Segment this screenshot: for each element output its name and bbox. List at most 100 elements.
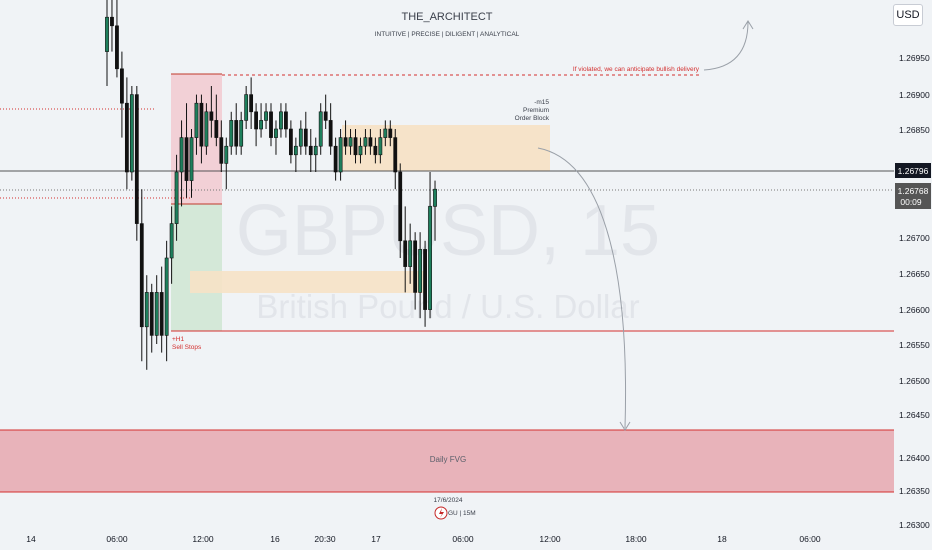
bullish-candle — [179, 137, 184, 173]
bearish-candle — [328, 120, 333, 147]
bullish-candle — [383, 128, 388, 138]
bearish-candle — [149, 292, 154, 336]
bearish-candle — [249, 94, 254, 113]
bullish-candle — [418, 249, 423, 293]
daily-fvg-label: Daily FVG — [430, 455, 466, 464]
time-tick-label: 12:00 — [192, 534, 214, 544]
bearish-candle — [115, 25, 119, 70]
bearish-candle — [219, 137, 224, 164]
bullish-candle — [129, 94, 134, 173]
line-price-label: 1.26796 — [898, 166, 929, 176]
time-tick-label: 12:00 — [539, 534, 561, 544]
sell-stops-line-2: Sell Stops — [172, 344, 202, 351]
time-tick-label: 18:00 — [625, 534, 647, 544]
projection-arrowhead — [619, 421, 631, 431]
bearish-candle — [323, 111, 328, 121]
bearish-candle — [284, 111, 288, 130]
bearish-candle — [214, 120, 219, 138]
price-tick-label: 1.26500 — [899, 376, 930, 386]
bullish-candle — [144, 292, 149, 328]
price-tick-label: 1.26300 — [899, 520, 930, 530]
bearish-candle — [343, 137, 348, 147]
order-block-line-2: Premium — [523, 107, 549, 114]
bullish-candle — [408, 240, 413, 267]
bullish-candle — [164, 257, 169, 336]
premium-order-block-zone — [342, 125, 550, 171]
bullish-candle — [363, 137, 368, 147]
candles-group — [105, 0, 437, 370]
watermark-name: British Pound / U.S. Dollar — [256, 288, 639, 325]
bullish-arrowhead — [742, 20, 754, 30]
time-tick-label: 17 — [371, 534, 381, 544]
time-tick-label: 18 — [717, 534, 727, 544]
bullish-candle — [348, 137, 353, 147]
bearish-candle — [333, 145, 338, 173]
bullish-candle — [105, 16, 109, 52]
bearish-candle — [393, 137, 398, 173]
projection-curve — [537, 147, 626, 429]
bearish-candle — [373, 145, 378, 156]
bearish-candle — [159, 292, 164, 336]
bearish-candle — [134, 94, 139, 224]
bullish-candle — [318, 111, 323, 147]
bearish-candle — [398, 171, 403, 242]
price-tick-label: 1.26650 — [899, 269, 930, 279]
bearish-candle — [269, 111, 273, 138]
bearish-candle — [139, 223, 144, 328]
price-tick-label: 1.26950 — [899, 53, 930, 63]
time-tick-label: 06:00 — [452, 534, 474, 544]
currency-button[interactable]: USD — [893, 4, 923, 26]
line-price-tag — [895, 163, 931, 178]
price-tick-label: 1.26700 — [899, 233, 930, 243]
bullish-candle — [259, 120, 263, 130]
time-tick-label: 16 — [270, 534, 280, 544]
price-axis[interactable] — [894, 0, 932, 550]
bullish-candle — [338, 137, 343, 173]
footer-date: 17/6/2024 — [434, 497, 463, 504]
bullish-candle — [239, 120, 244, 147]
time-tick-label: 06:00 — [799, 534, 821, 544]
bullish-candle — [224, 145, 229, 164]
bearish-candle — [199, 102, 204, 147]
time-tick-label: 06:00 — [106, 534, 128, 544]
footer-pair: GU | 15M — [448, 510, 476, 517]
bullish-candle — [229, 120, 234, 147]
bearish-candle — [353, 137, 358, 156]
time-tick-label: 14 — [26, 534, 36, 544]
bullish-candle — [428, 206, 432, 310]
bearish-candle — [288, 128, 293, 156]
bearish-candle — [423, 249, 427, 310]
lightning-icon — [439, 508, 444, 518]
bearish-candle — [254, 111, 259, 130]
price-tick-label: 1.26450 — [899, 410, 930, 420]
bullish-candle — [378, 137, 383, 156]
price-tick-label: 1.26850 — [899, 125, 930, 135]
price-tick-label: 1.26350 — [899, 486, 930, 496]
take-profit-zone — [171, 204, 222, 331]
time-axis-ticks: 14 06:00 12:00 16 20:30 17 06:00 12:00 18:00 18 06… — [26, 534, 821, 544]
bearish-candle — [124, 102, 129, 173]
bullish-candle — [169, 223, 174, 259]
bearish-candle — [368, 137, 373, 147]
chart-title: THE_ARCHITECT — [401, 11, 492, 23]
bullish-candle — [274, 128, 278, 138]
order-block-line-1: -m15 — [534, 99, 549, 106]
discount-zone — [190, 271, 426, 293]
bullish-candle — [174, 171, 179, 224]
bullish-candle — [204, 111, 209, 147]
bearish-candle — [234, 120, 239, 147]
countdown-label: 00:09 — [900, 197, 922, 207]
bullish-candle — [358, 145, 363, 156]
bearish-candle — [110, 16, 114, 27]
violation-note: If violated, we can anticipate bullish d… — [573, 66, 700, 73]
bearish-candle — [413, 240, 418, 293]
bearish-candle — [388, 128, 393, 138]
bullish-candle — [293, 145, 298, 156]
price-tick-label: 1.26600 — [899, 305, 930, 315]
bearish-candle — [184, 137, 189, 181]
bullish-candle — [194, 102, 199, 138]
daily-fvg-zone — [0, 430, 894, 492]
time-tick-label: 20:30 — [314, 534, 336, 544]
order-block-line-3: Order Block — [515, 115, 550, 122]
